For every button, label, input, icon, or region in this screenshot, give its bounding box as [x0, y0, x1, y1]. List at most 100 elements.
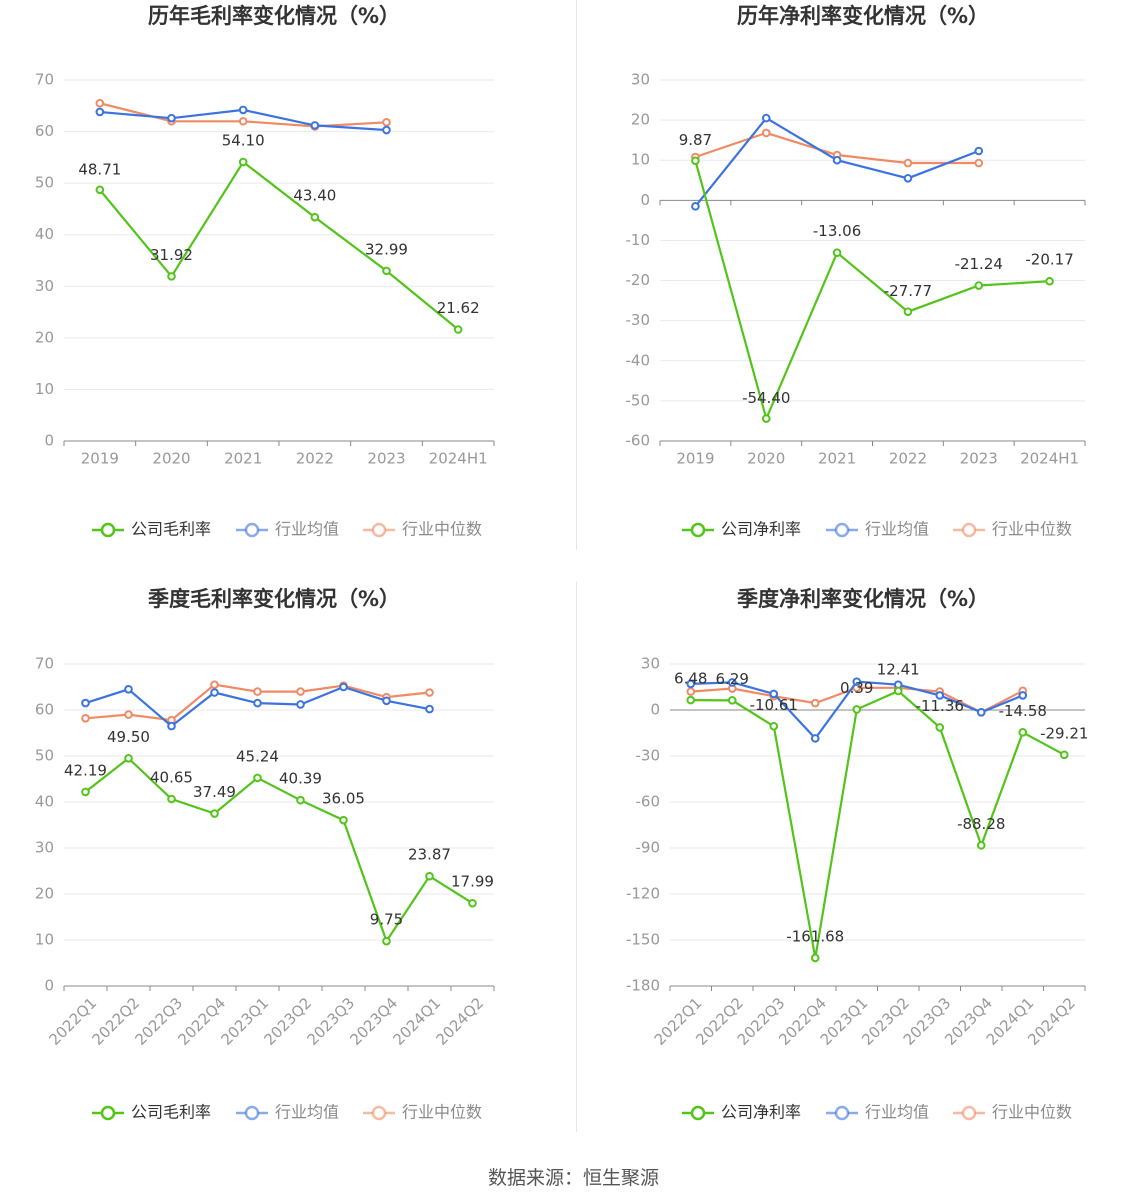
legend-item-avg[interactable]: 行业均值 [236, 1103, 339, 1122]
legend-item-avg[interactable]: 行业均值 [826, 1103, 929, 1122]
data-point-median[interactable] [974, 158, 984, 168]
data-point-company[interactable] [468, 898, 477, 908]
data-point-avg[interactable] [691, 202, 700, 211]
data-point-company[interactable] [124, 754, 133, 763]
data-point-median[interactable] [761, 128, 771, 138]
data-point-company[interactable] [686, 695, 696, 705]
legend-item-company[interactable]: 公司毛利率 [92, 1103, 211, 1122]
data-point-company[interactable] [935, 723, 945, 732]
data-point-company[interactable] [832, 248, 842, 258]
data-point-company[interactable] [1059, 750, 1069, 760]
y-tick-label: -120 [626, 885, 660, 903]
data-point-avg[interactable] [81, 698, 90, 708]
data-point-avg[interactable] [832, 155, 842, 165]
data-point-company[interactable] [893, 686, 903, 696]
legend-item-median[interactable]: 行业中位数 [363, 520, 482, 539]
data-point-avg[interactable] [95, 107, 105, 117]
vertical-divider-top [576, 0, 577, 550]
data-point-median[interactable] [95, 98, 105, 108]
legend-item-avg[interactable]: 行业均值 [236, 520, 339, 539]
data-point-company[interactable] [691, 156, 700, 166]
legend-marker-icon [100, 522, 116, 538]
data-point-median[interactable] [210, 680, 219, 690]
data-point-avg[interactable] [727, 678, 737, 687]
legend-marker-icon [834, 522, 850, 538]
x-tick-label: 2022 [296, 450, 334, 468]
data-point-company[interactable] [761, 414, 771, 423]
data-point-avg[interactable] [339, 682, 348, 692]
data-point-avg[interactable] [210, 688, 219, 697]
data-point-avg[interactable] [124, 685, 133, 694]
data-point-company[interactable] [453, 325, 463, 334]
data-point-avg[interactable] [686, 679, 696, 689]
data-point-avg[interactable] [382, 125, 391, 135]
data-point-company[interactable] [238, 157, 248, 167]
data-point-company[interactable] [310, 212, 320, 222]
y-tick-label: -20 [626, 271, 651, 289]
data-point-company[interactable] [167, 272, 176, 281]
data-point-median[interactable] [253, 687, 262, 696]
data-point-company[interactable] [382, 936, 391, 946]
legend-item-avg[interactable]: 行业均值 [826, 520, 929, 539]
data-point-company[interactable] [253, 773, 262, 783]
data-point-company[interactable] [852, 705, 862, 714]
data-point-company[interactable] [1045, 276, 1054, 286]
data-point-company[interactable] [903, 307, 913, 317]
legend-item-company[interactable]: 公司净利率 [682, 520, 801, 539]
data-point-avg[interactable] [810, 734, 820, 743]
data-point-company[interactable] [976, 841, 986, 850]
data-point-median[interactable] [382, 117, 391, 127]
y-tick-label: 20 [35, 328, 54, 346]
data-point-avg[interactable] [253, 698, 262, 708]
data-point-company[interactable] [769, 721, 779, 731]
legend-item-company[interactable]: 公司毛利率 [92, 520, 211, 539]
legend-item-median[interactable]: 行业中位数 [953, 520, 1072, 539]
data-point-median[interactable] [238, 116, 248, 126]
data-point-avg[interactable] [761, 113, 771, 123]
data-point-avg[interactable] [238, 105, 248, 115]
data-point-company[interactable] [95, 185, 105, 195]
data-point-company[interactable] [339, 815, 348, 825]
legend-item-median[interactable]: 行业中位数 [363, 1103, 482, 1122]
data-label: -161.68 [786, 927, 844, 945]
data-point-company[interactable] [296, 795, 305, 805]
data-point-avg[interactable] [382, 696, 391, 706]
data-point-company[interactable] [810, 953, 820, 963]
data-point-median[interactable] [124, 710, 133, 719]
legend-label: 行业中位数 [402, 520, 482, 539]
data-label: 9.75 [370, 911, 403, 929]
data-point-median[interactable] [296, 687, 305, 696]
data-point-company[interactable] [974, 281, 984, 290]
y-tick-label: -30 [636, 747, 661, 765]
data-point-company[interactable] [425, 871, 434, 881]
data-point-company[interactable] [167, 794, 176, 804]
legend-item-company[interactable]: 公司净利率 [682, 1103, 801, 1122]
legend-marker-icon [371, 1105, 387, 1121]
data-label: 40.39 [279, 770, 322, 788]
data-point-company[interactable] [210, 809, 219, 818]
data-point-median[interactable] [810, 698, 820, 708]
data-point-avg[interactable] [852, 677, 862, 686]
data-point-avg[interactable] [769, 689, 779, 699]
data-point-company[interactable] [81, 787, 90, 797]
data-point-avg[interactable] [976, 708, 986, 717]
data-point-avg[interactable] [974, 146, 984, 156]
data-point-company[interactable] [382, 266, 391, 276]
data-point-avg[interactable] [425, 704, 434, 714]
data-point-avg[interactable] [167, 113, 176, 123]
data-point-avg[interactable] [310, 121, 320, 130]
data-point-median[interactable] [425, 688, 434, 697]
data-point-avg[interactable] [935, 691, 945, 700]
data-point-company[interactable] [727, 696, 737, 705]
data-point-median[interactable] [903, 158, 913, 168]
data-point-avg[interactable] [296, 700, 305, 709]
data-point-median[interactable] [81, 713, 90, 723]
data-point-company[interactable] [1018, 728, 1028, 737]
x-tick-label: 2020 [747, 450, 785, 468]
legend-item-median[interactable]: 行业中位数 [953, 1103, 1072, 1122]
data-point-median[interactable] [686, 687, 696, 696]
data-label: -88.28 [957, 815, 1005, 833]
data-point-avg[interactable] [167, 721, 176, 731]
data-point-avg[interactable] [1018, 691, 1028, 700]
data-point-avg[interactable] [903, 173, 913, 183]
